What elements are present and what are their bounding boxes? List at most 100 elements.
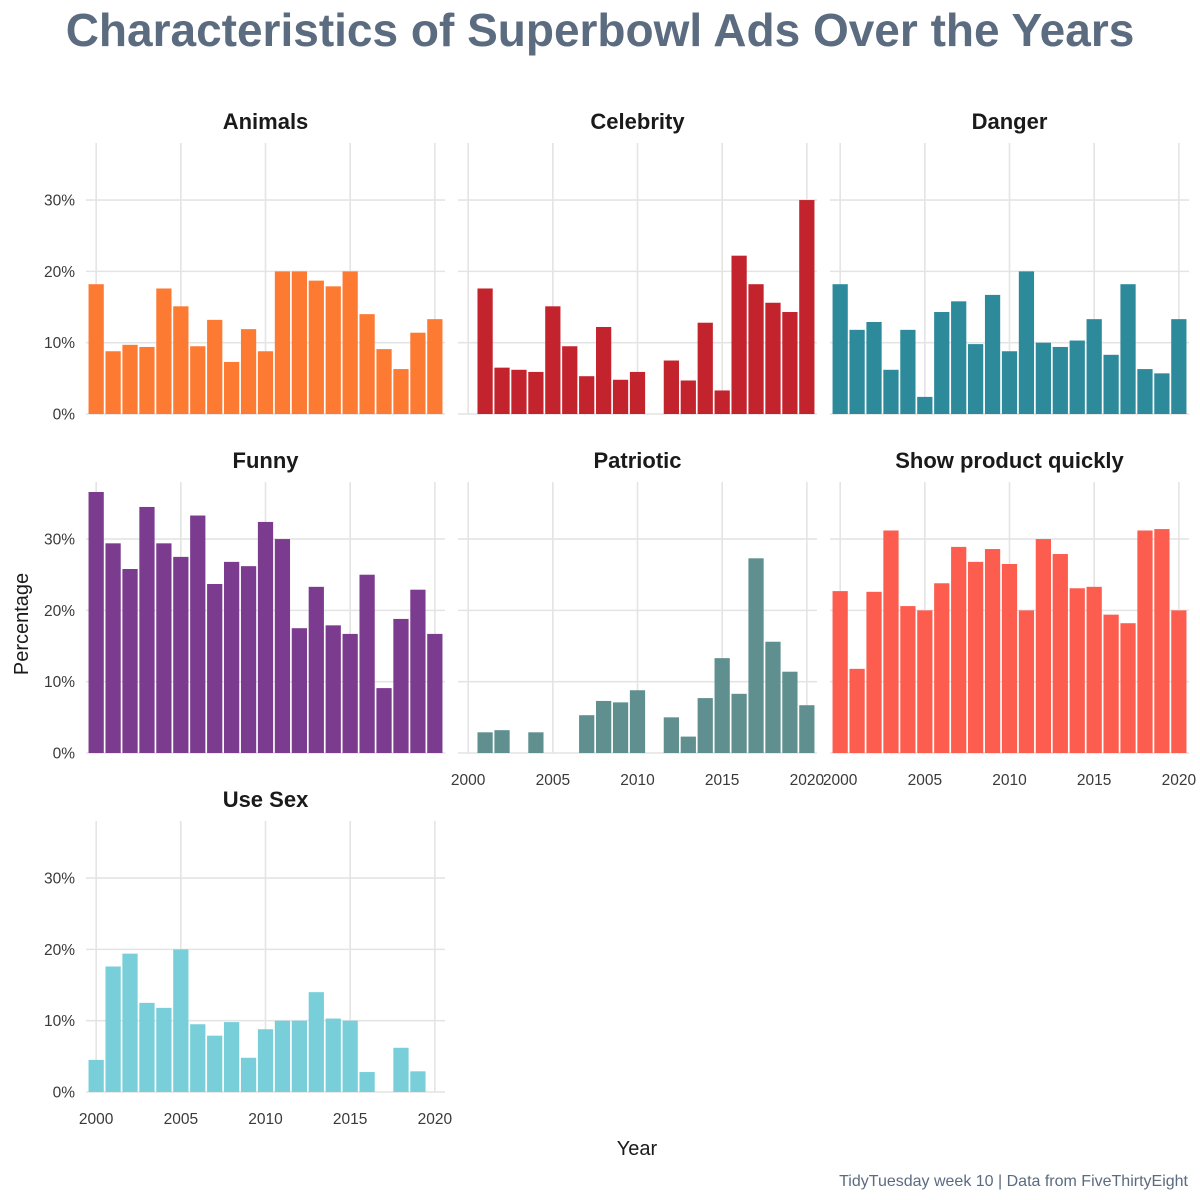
bar-celebrity-2009 — [612, 379, 629, 414]
panel-celebrity: Celebrity — [458, 109, 817, 415]
bar-animals-2001 — [105, 351, 121, 414]
bars-celebrity — [477, 200, 815, 414]
bar-danger-2004 — [900, 329, 916, 414]
bar-patriotic-2018 — [765, 641, 781, 753]
x-tick-label: 2020 — [790, 772, 825, 789]
x-tick-label: 2010 — [248, 1111, 283, 1128]
bar-danger-2000 — [832, 284, 848, 414]
bar-animals-2010 — [257, 351, 274, 414]
bar-funny-2007 — [207, 583, 223, 753]
bar-patriotic-2002 — [494, 730, 510, 753]
bar-show-product-quickly-2020 — [1171, 610, 1187, 753]
y-tick-label: 10% — [44, 674, 75, 691]
bar-celebrity-2010 — [629, 371, 646, 414]
bar-animals-2014 — [325, 286, 341, 414]
bar-celebrity-2014 — [697, 322, 713, 414]
bar-danger-2002 — [866, 322, 882, 414]
bar-show-product-quickly-2016 — [1103, 614, 1119, 753]
panels-layer: Animals 0% 10% 20% 30% Celebrity Danger Funny 0%… — [44, 109, 1196, 1128]
bar-danger-2013 — [1052, 346, 1068, 414]
bar-funny-2002 — [122, 569, 138, 753]
bar-show-product-quickly-2005 — [917, 610, 933, 753]
bar-patriotic-2020 — [799, 705, 815, 753]
bar-danger-2011 — [1018, 271, 1035, 414]
bar-funny-2008 — [224, 561, 240, 753]
bar-celebrity-2006 — [562, 346, 578, 414]
y-tick-label: 10% — [44, 335, 75, 352]
bar-animals-2017 — [376, 349, 392, 414]
bar-funny-2015 — [342, 633, 358, 753]
bar-danger-2008 — [968, 344, 984, 414]
bar-show-product-quickly-2000 — [832, 591, 848, 753]
bar-use-sex-2019 — [410, 1071, 426, 1092]
bar-danger-2010 — [1001, 351, 1018, 414]
bar-animals-2002 — [122, 344, 138, 414]
bar-patriotic-2004 — [528, 732, 544, 753]
x-tick-label: 2015 — [333, 1111, 367, 1128]
bar-use-sex-2013 — [308, 992, 324, 1092]
bar-animals-2015 — [342, 271, 358, 414]
bar-animals-2013 — [308, 280, 324, 414]
bar-patriotic-2015 — [714, 658, 730, 753]
x-tick-label: 2020 — [1162, 772, 1197, 789]
chart-caption: TidyTuesday week 10 | Data from FiveThir… — [839, 1173, 1188, 1190]
panel-title: Funny — [233, 448, 300, 473]
bar-patriotic-2016 — [731, 693, 747, 753]
bar-celebrity-2001 — [477, 288, 493, 414]
bar-use-sex-2003 — [139, 1002, 155, 1092]
bar-patriotic-2007 — [579, 715, 595, 753]
bar-funny-2017 — [376, 688, 392, 753]
bar-animals-2011 — [274, 271, 291, 414]
panel-patriotic: Patriotic 2000 2005 2010 2015 2020 — [451, 448, 825, 789]
bar-danger-2014 — [1069, 340, 1085, 414]
y-tick-label: 20% — [44, 264, 75, 281]
bar-patriotic-2009 — [612, 702, 629, 753]
y-tick-label: 0% — [53, 746, 76, 763]
bar-animals-2000 — [88, 284, 104, 414]
bar-use-sex-2007 — [207, 1035, 223, 1092]
bar-animals-2020 — [427, 319, 443, 414]
bar-danger-2003 — [883, 369, 899, 414]
bar-celebrity-2013 — [680, 380, 696, 414]
bar-funny-2011 — [274, 539, 291, 753]
bar-danger-2018 — [1137, 369, 1153, 414]
bar-celebrity-2015 — [714, 390, 730, 414]
bar-patriotic-2019 — [782, 671, 798, 753]
x-tick-label: 2020 — [418, 1111, 453, 1128]
y-tick-label: 0% — [53, 1085, 76, 1102]
panel-title: Celebrity — [590, 109, 685, 134]
bar-funny-2020 — [427, 633, 443, 753]
bars-funny — [88, 491, 443, 753]
x-tick-label: 2005 — [536, 772, 570, 789]
bar-animals-2019 — [410, 332, 426, 414]
y-tick-label: 10% — [44, 1013, 75, 1030]
bar-funny-2005 — [173, 556, 189, 753]
bar-danger-2005 — [917, 396, 933, 414]
bar-animals-2008 — [224, 361, 240, 414]
bar-funny-2013 — [308, 586, 324, 753]
panel-title: Use Sex — [223, 787, 309, 812]
bar-show-product-quickly-2001 — [849, 668, 865, 753]
y-tick-label: 0% — [53, 407, 76, 424]
bar-celebrity-2003 — [511, 369, 527, 414]
bar-show-product-quickly-2008 — [968, 561, 984, 753]
bar-show-product-quickly-2002 — [866, 591, 882, 753]
x-tick-label: 2000 — [79, 1111, 114, 1128]
bar-celebrity-2017 — [748, 284, 764, 414]
y-tick-label: 30% — [44, 193, 75, 210]
bar-patriotic-2001 — [477, 732, 493, 753]
x-tick-label: 2010 — [620, 772, 655, 789]
bar-animals-2005 — [173, 306, 189, 414]
bar-danger-2012 — [1035, 342, 1051, 414]
bar-show-product-quickly-2007 — [951, 546, 967, 753]
bar-celebrity-2019 — [782, 312, 798, 414]
bar-funny-2019 — [410, 589, 426, 753]
bar-funny-2009 — [240, 566, 257, 753]
panel-animals: Animals 0% 10% 20% 30% — [44, 109, 445, 424]
bar-use-sex-2006 — [190, 1024, 206, 1092]
bar-patriotic-2014 — [697, 698, 713, 753]
x-tick-label: 2015 — [1077, 772, 1111, 789]
bar-use-sex-2014 — [325, 1018, 341, 1092]
